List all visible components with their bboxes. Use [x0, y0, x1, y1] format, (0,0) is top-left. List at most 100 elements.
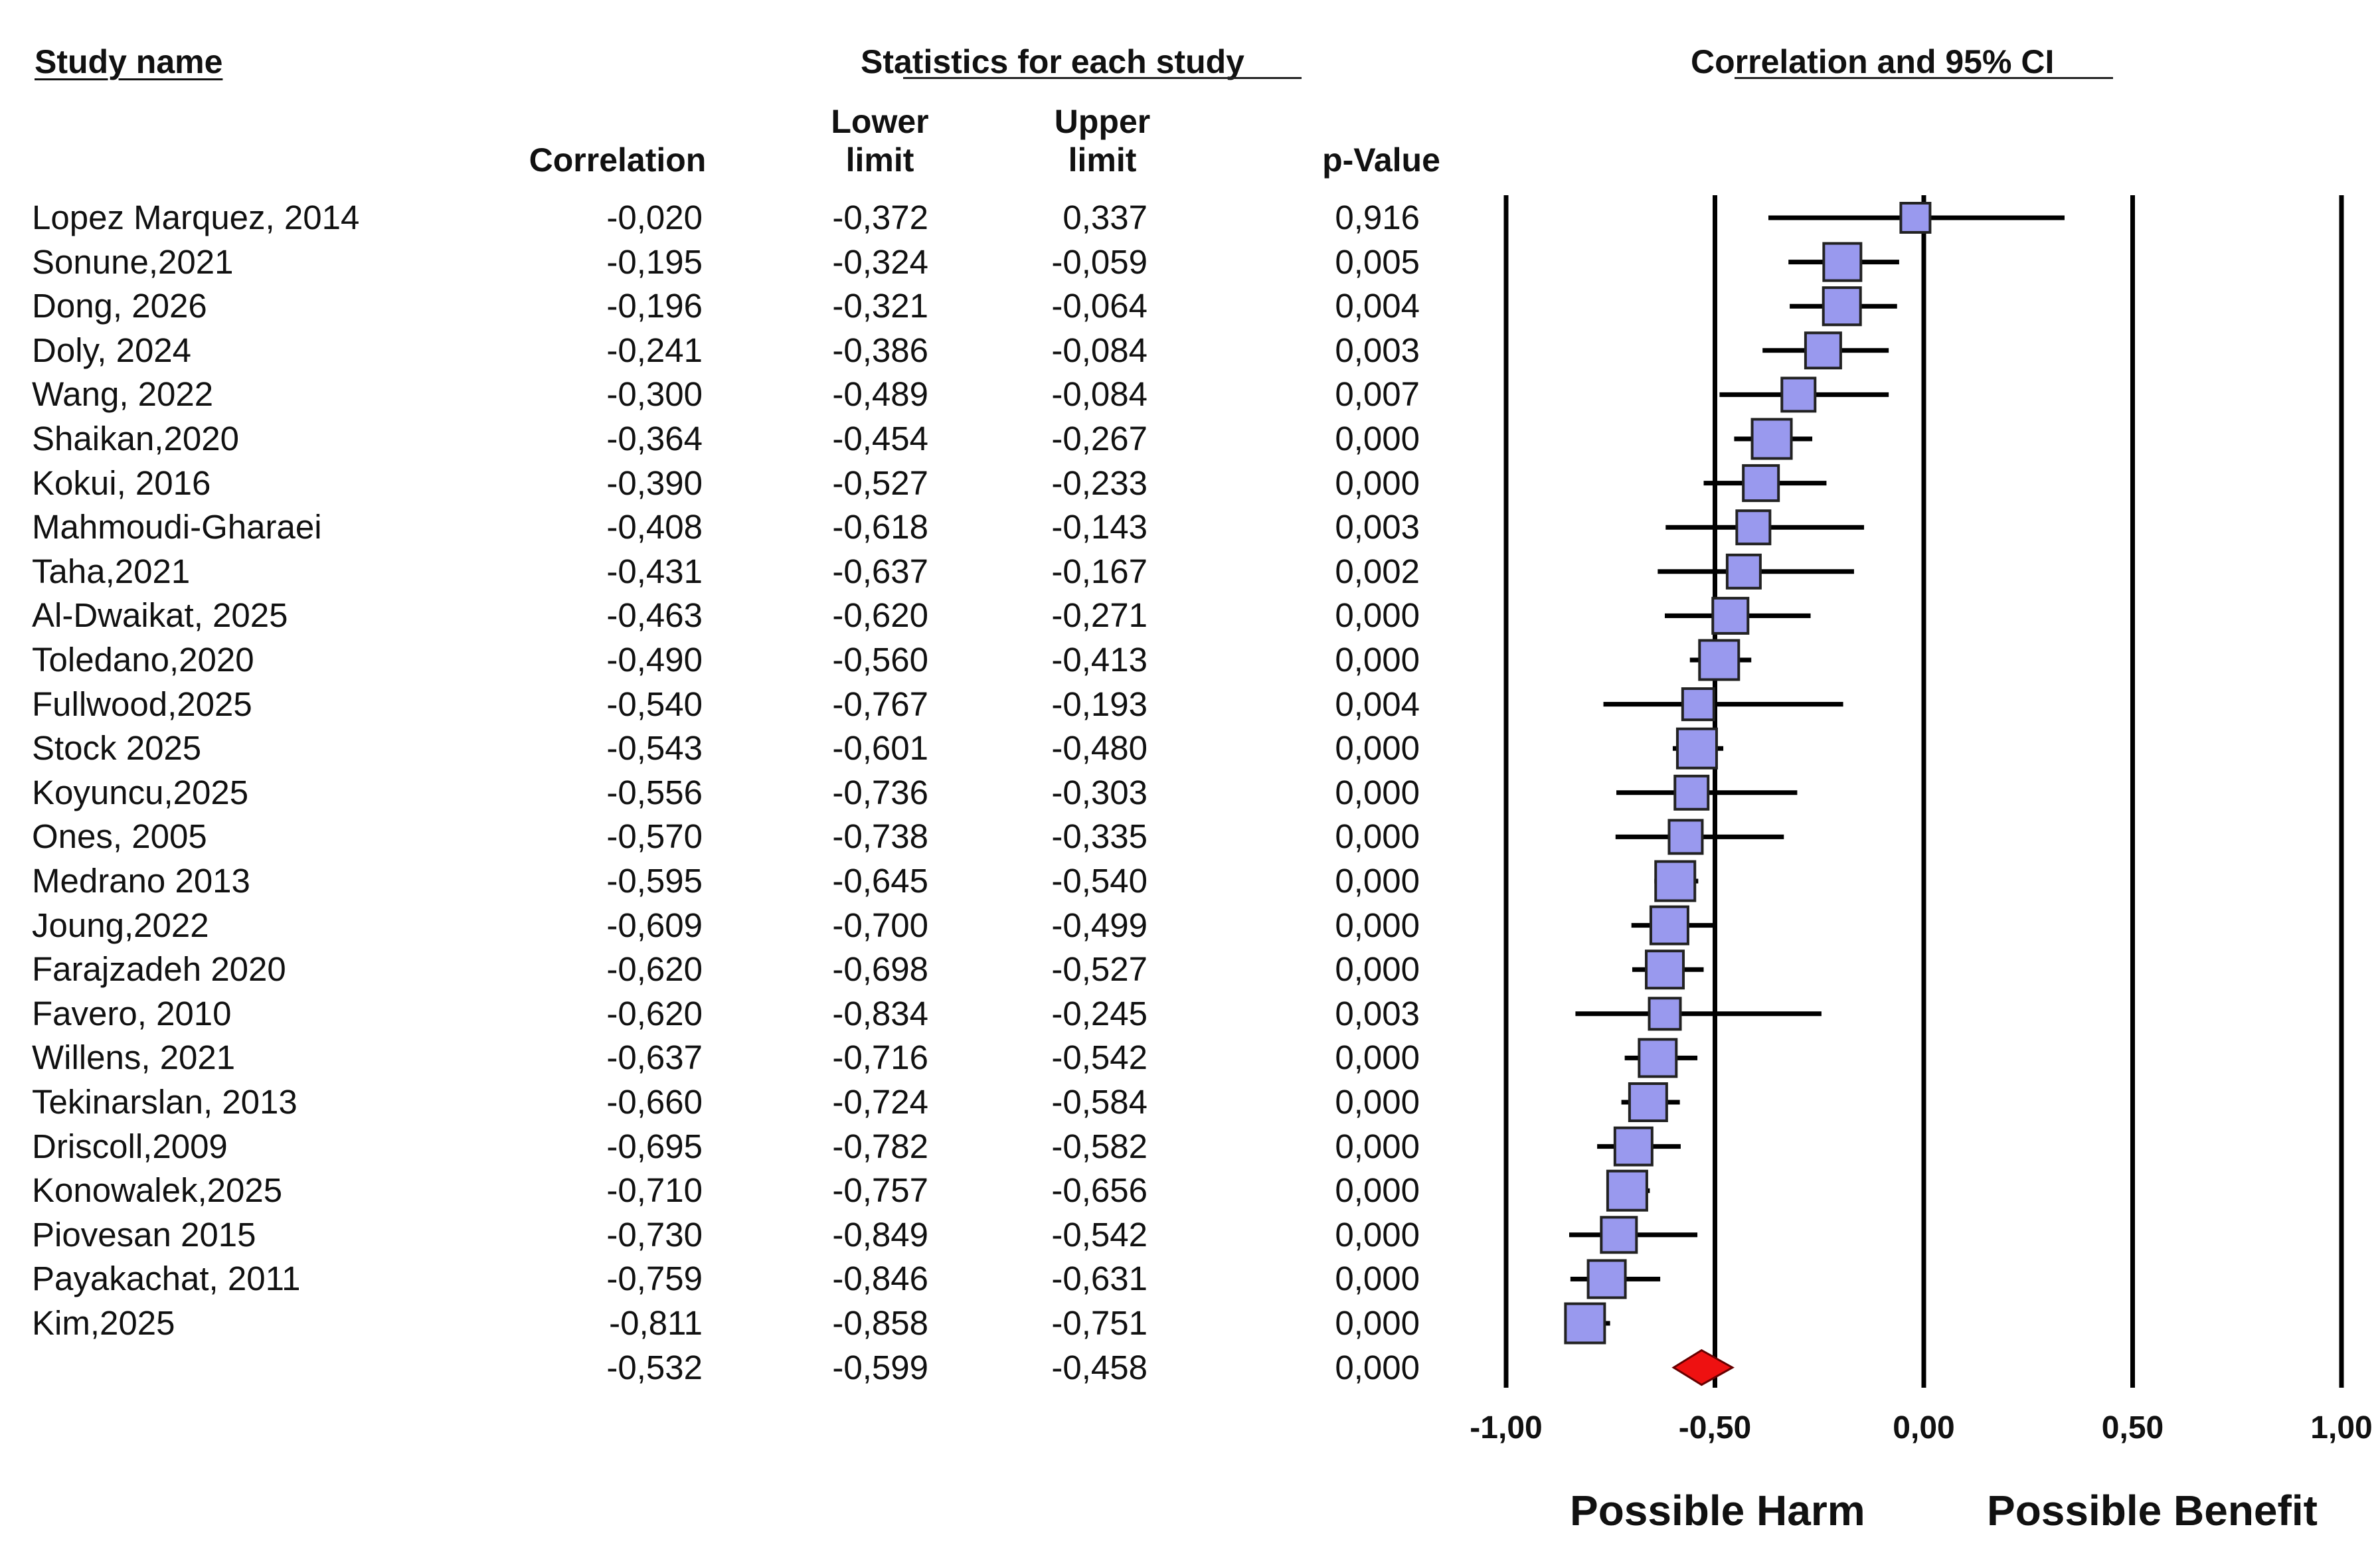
x-tick-label: 0,00 [1893, 1410, 1954, 1445]
study-marker [1638, 1038, 1678, 1078]
possible-harm-label: Possible Harm [1570, 1487, 1865, 1534]
study-name: Driscoll,2009 [32, 1127, 228, 1165]
lower-limit-value: -0,849 [832, 1215, 928, 1254]
upper-limit-value: -0,413 [1051, 641, 1148, 679]
p-value: 0,007 [1335, 375, 1420, 414]
study-marker [1735, 509, 1772, 546]
p-value: 0,000 [1335, 641, 1420, 679]
p-value: 0,000 [1335, 463, 1420, 502]
correlation-value: -0,020 [606, 199, 703, 236]
lower-limit-value: -0,560 [832, 641, 928, 679]
upper-limit-value: -0,303 [1051, 773, 1148, 811]
study-marker [1822, 286, 1862, 327]
summary-p-value: 0,000 [1335, 1348, 1420, 1386]
p-value: 0,000 [1335, 1171, 1420, 1210]
upper-limit-value: -0,084 [1051, 375, 1148, 414]
lower-limit-value: -0,846 [832, 1260, 928, 1298]
study-marker [1804, 331, 1842, 370]
study-name: Kokui, 2016 [32, 463, 211, 502]
study-name: Payakachat, 2011 [32, 1260, 301, 1298]
p-value: 0,916 [1335, 199, 1420, 236]
lower-limit-value: -0,700 [832, 906, 928, 944]
upper-limit-column-header: Upper limit [1054, 103, 1151, 179]
upper-limit-value: -0,245 [1051, 994, 1148, 1032]
upper-limit-value: -0,064 [1051, 287, 1148, 325]
upper-limit-value: -0,582 [1051, 1127, 1148, 1165]
p-value: 0,000 [1335, 1260, 1420, 1298]
study-name: Konowalek,2025 [32, 1171, 283, 1210]
p-value: 0,000 [1335, 596, 1420, 635]
study-name: Dong, 2026 [32, 287, 207, 325]
p-value: 0,000 [1335, 773, 1420, 811]
correlation-value: -0,364 [606, 420, 703, 457]
study-name: Medrano 2013 [32, 862, 250, 900]
study-marker [1725, 553, 1762, 590]
study-marker [1648, 997, 1682, 1031]
p-value: 0,000 [1335, 420, 1420, 457]
upper-limit-value: -0,584 [1051, 1083, 1148, 1121]
study-name: Ones, 2005 [32, 817, 207, 856]
study-marker [1586, 1259, 1627, 1299]
x-tick-label: 0,50 [2102, 1410, 2164, 1445]
study-name: Piovesan 2015 [32, 1215, 256, 1254]
correlation-value: -0,595 [606, 862, 703, 900]
upper-limit-value: -0,542 [1051, 1215, 1148, 1254]
lower-limit-value: -0,858 [832, 1304, 928, 1342]
p-value: 0,000 [1335, 1304, 1420, 1342]
upper-limit-value: 0,337 [1062, 199, 1148, 236]
x-tick-label: 1,00 [2310, 1410, 2372, 1445]
lower-limit-value: -0,834 [832, 994, 928, 1032]
correlation-column-header: Correlation [529, 141, 707, 179]
p-value: 0,000 [1335, 1038, 1420, 1077]
possible-benefit-label: Possible Benefit [1987, 1487, 2318, 1534]
p-value: 0,000 [1335, 1215, 1420, 1254]
upper-limit-value: -0,540 [1051, 862, 1148, 900]
study-name: Willens, 2021 [32, 1038, 236, 1077]
study-name: Doly, 2024 [32, 331, 192, 369]
correlation-value: -0,543 [606, 729, 703, 768]
lower-limit-value: -0,372 [832, 199, 928, 236]
p-value: 0,002 [1335, 552, 1420, 590]
study-name: Tekinarslan, 2013 [32, 1083, 298, 1121]
correlation-value: -0,463 [606, 596, 703, 635]
study-name: Toledano,2020 [32, 641, 254, 679]
forest-header: Correlation and 95% CI [1691, 43, 2055, 80]
lower-limit-value: -0,454 [832, 420, 928, 457]
lower-limit-value: -0,698 [832, 950, 928, 989]
correlation-value: -0,759 [606, 1260, 703, 1298]
correlation-value: -0,195 [606, 242, 703, 281]
study-name: Fullwood,2025 [32, 685, 252, 723]
lower-limit-value: -0,601 [832, 729, 928, 768]
correlation-value: -0,695 [606, 1127, 703, 1165]
study-marker [1750, 418, 1793, 460]
study-name: Al-Dwaikat, 2025 [32, 596, 288, 635]
correlation-value: -0,637 [606, 1038, 703, 1077]
upper-limit-value: -0,335 [1051, 817, 1148, 856]
correlation-value: -0,710 [606, 1171, 703, 1210]
upper-limit-value: -0,542 [1051, 1038, 1148, 1077]
lower-limit-value: -0,618 [832, 508, 928, 546]
p-value: 0,000 [1335, 729, 1420, 768]
study-marker [1711, 596, 1750, 635]
p-value: 0,003 [1335, 331, 1420, 369]
study-marker [1645, 949, 1685, 990]
study-marker [1673, 774, 1710, 811]
study-name: Taha,2021 [32, 552, 191, 590]
correlation-value: -0,556 [606, 773, 703, 811]
p-value: 0,000 [1335, 950, 1420, 989]
correlation-value: -0,300 [606, 375, 703, 414]
study-marker [1654, 860, 1697, 902]
upper-limit-value: -0,656 [1051, 1171, 1148, 1210]
lower-limit-value: -0,620 [832, 596, 928, 635]
lower-limit-value: -0,738 [832, 817, 928, 856]
correlation-value: -0,408 [606, 508, 703, 546]
study-marker [1600, 1216, 1638, 1254]
study-marker [1681, 687, 1715, 722]
upper-limit-value: -0,167 [1051, 552, 1148, 590]
forest-header-underline [1735, 77, 2113, 79]
study-name: Stock 2025 [32, 729, 202, 768]
summary-upper-limit-value: -0,458 [1051, 1348, 1148, 1386]
study-name: Favero, 2010 [32, 994, 232, 1032]
correlation-value: -0,609 [606, 906, 703, 944]
study-marker [1613, 1126, 1654, 1167]
